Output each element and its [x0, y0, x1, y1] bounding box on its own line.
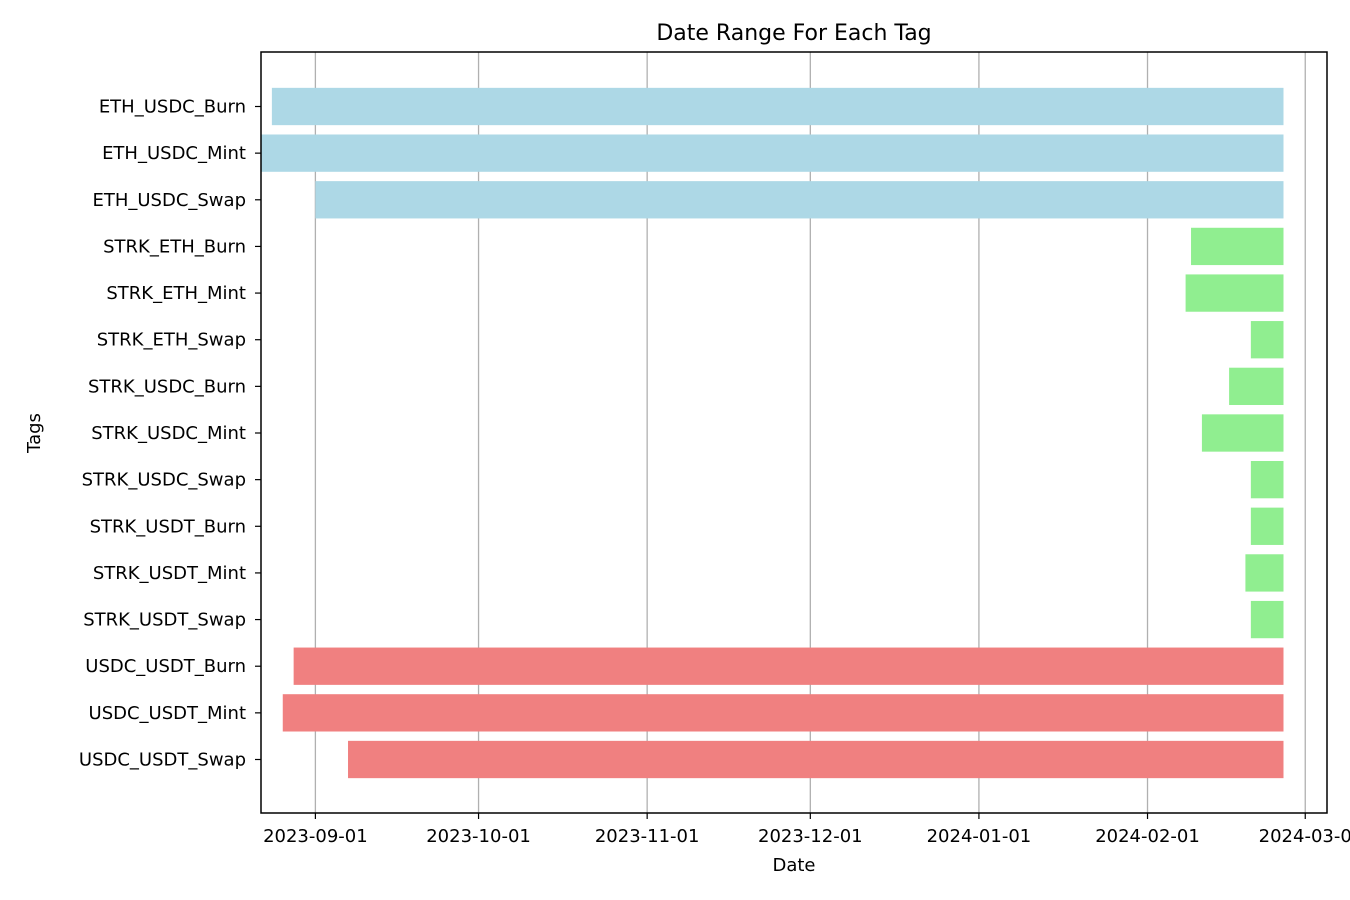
x-tick-label: 2023-10-01	[426, 826, 531, 847]
x-tick-label: 2024-01-01	[927, 826, 1032, 847]
y-tick-label: USDC_USDT_Swap	[79, 750, 246, 771]
y-tick-label: STRK_USDT_Mint	[93, 563, 246, 584]
y-tick-label: STRK_USDC_Swap	[82, 470, 246, 491]
bar-eth-usdc-burn	[271, 87, 1284, 126]
x-tick-label: 2023-12-01	[758, 826, 863, 847]
y-tick-label: STRK_USDT_Burn	[90, 516, 246, 537]
bar-strk-usdc-burn	[1229, 367, 1284, 406]
bar-usdc-usdt-burn	[293, 647, 1284, 685]
bar-usdc-usdt-swap	[348, 740, 1284, 779]
y-tick-label: STRK_USDC_Burn	[88, 376, 246, 397]
bar-strk-eth-swap	[1250, 321, 1284, 359]
x-tick-label: 2023-11-01	[595, 826, 700, 847]
y-tick-label: USDC_USDT_Mint	[89, 703, 246, 724]
chart-title: Date Range For Each Tag	[656, 21, 931, 46]
bar-strk-usdc-mint	[1201, 414, 1284, 452]
y-tick-label: STRK_ETH_Burn	[103, 236, 246, 257]
x-tick-label: 2024-03-0	[1259, 826, 1350, 847]
bar-strk-usdt-mint	[1245, 554, 1284, 592]
y-tick-label: ETH_USDC_Swap	[92, 190, 246, 211]
y-tick-label: STRK_ETH_Mint	[106, 283, 246, 304]
bar-usdc-usdt-mint	[282, 694, 1284, 732]
x-tick-label: 2023-09-01	[263, 826, 368, 847]
x-tick-label: 2024-02-01	[1095, 826, 1200, 847]
bars	[261, 87, 1284, 779]
bar-strk-usdt-swap	[1250, 600, 1284, 639]
y-tick-label: USDC_USDT_Burn	[85, 656, 246, 677]
y-tick-label: STRK_USDT_Swap	[83, 610, 246, 631]
y-tick-label: STRK_USDC_Mint	[91, 423, 246, 444]
y-tick-label: ETH_USDC_Burn	[99, 97, 246, 118]
bar-strk-usdc-swap	[1250, 460, 1284, 499]
y-tick-label: STRK_ETH_Swap	[97, 330, 246, 351]
bar-strk-usdt-burn	[1250, 507, 1284, 545]
y-tick-label: ETH_USDC_Mint	[102, 143, 246, 164]
bar-eth-usdc-mint	[261, 134, 1284, 172]
x-axis-ticks: 2023-09-01 2023-10-01 2023-11-01 2023-12-01…	[263, 813, 1350, 847]
y-axis-ticks: ETH_USDC_Burn ETH_USDC_Mint ETH_USDC_Swap S…	[79, 97, 261, 771]
bar-strk-eth-mint	[1185, 274, 1284, 312]
grid-lines	[314, 52, 1306, 813]
y-axis-label: Tags	[24, 413, 45, 454]
bar-strk-eth-burn	[1191, 227, 1284, 266]
bar-eth-usdc-swap	[315, 181, 1284, 219]
x-axis-label: Date	[772, 855, 815, 876]
